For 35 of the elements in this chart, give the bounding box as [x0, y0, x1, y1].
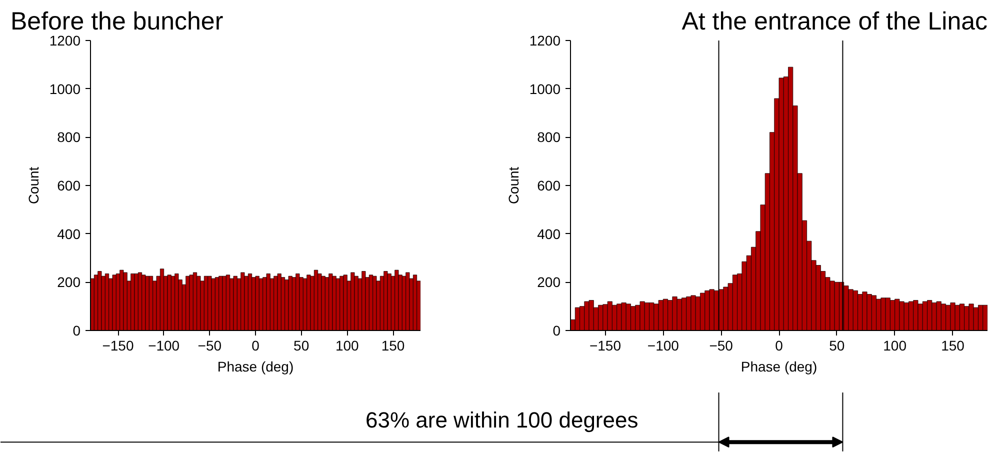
x-tick-label: 150	[381, 338, 405, 354]
y-tick-label: 800	[537, 129, 561, 146]
x-tick-label: −100	[647, 338, 680, 354]
y-tick-label: 600	[57, 178, 81, 194]
y-axis-title: Count	[25, 166, 42, 204]
x-tick-label: −50	[198, 338, 222, 354]
y-tick-label: 800	[57, 129, 81, 146]
y-tick-label: 400	[57, 226, 81, 242]
y-tick-label: 200	[537, 274, 561, 290]
chart-title: At the entrance of the Linac	[682, 8, 988, 36]
y-tick-label: 1000	[529, 80, 561, 97]
x-tick-label: 50	[829, 338, 845, 354]
x-tick-label: 100	[883, 338, 907, 354]
y-tick-label: 1200	[529, 32, 561, 48]
y-tick-label: 400	[537, 226, 561, 242]
y-tick-label: 0	[72, 322, 81, 338]
text: 63% are within 100 degrees	[366, 408, 638, 432]
x-tick-label: 100	[335, 338, 360, 354]
x-tick-label: 50	[294, 338, 310, 354]
x-tick-label: 0	[252, 338, 260, 354]
x-tick-label: −150	[589, 338, 622, 354]
chart-title: Before the buncher	[10, 8, 224, 36]
x-axis-title: Phase (deg)	[740, 358, 818, 374]
y-tick-label: 600	[537, 178, 561, 194]
y-tick-label: 1000	[49, 80, 81, 97]
x-tick-label: −150	[102, 338, 134, 354]
x-axis-title: Phase (deg)	[217, 358, 294, 374]
y-tick-label: 0	[552, 322, 561, 338]
x-tick-label: 0	[775, 338, 784, 354]
x-tick-label: −100	[148, 338, 180, 354]
x-tick-label: −50	[709, 338, 734, 354]
x-tick-label: 150	[941, 338, 965, 354]
y-axis-title: Count	[505, 166, 522, 204]
y-tick-label: 200	[57, 274, 81, 290]
y-tick-label: 1200	[49, 32, 81, 48]
